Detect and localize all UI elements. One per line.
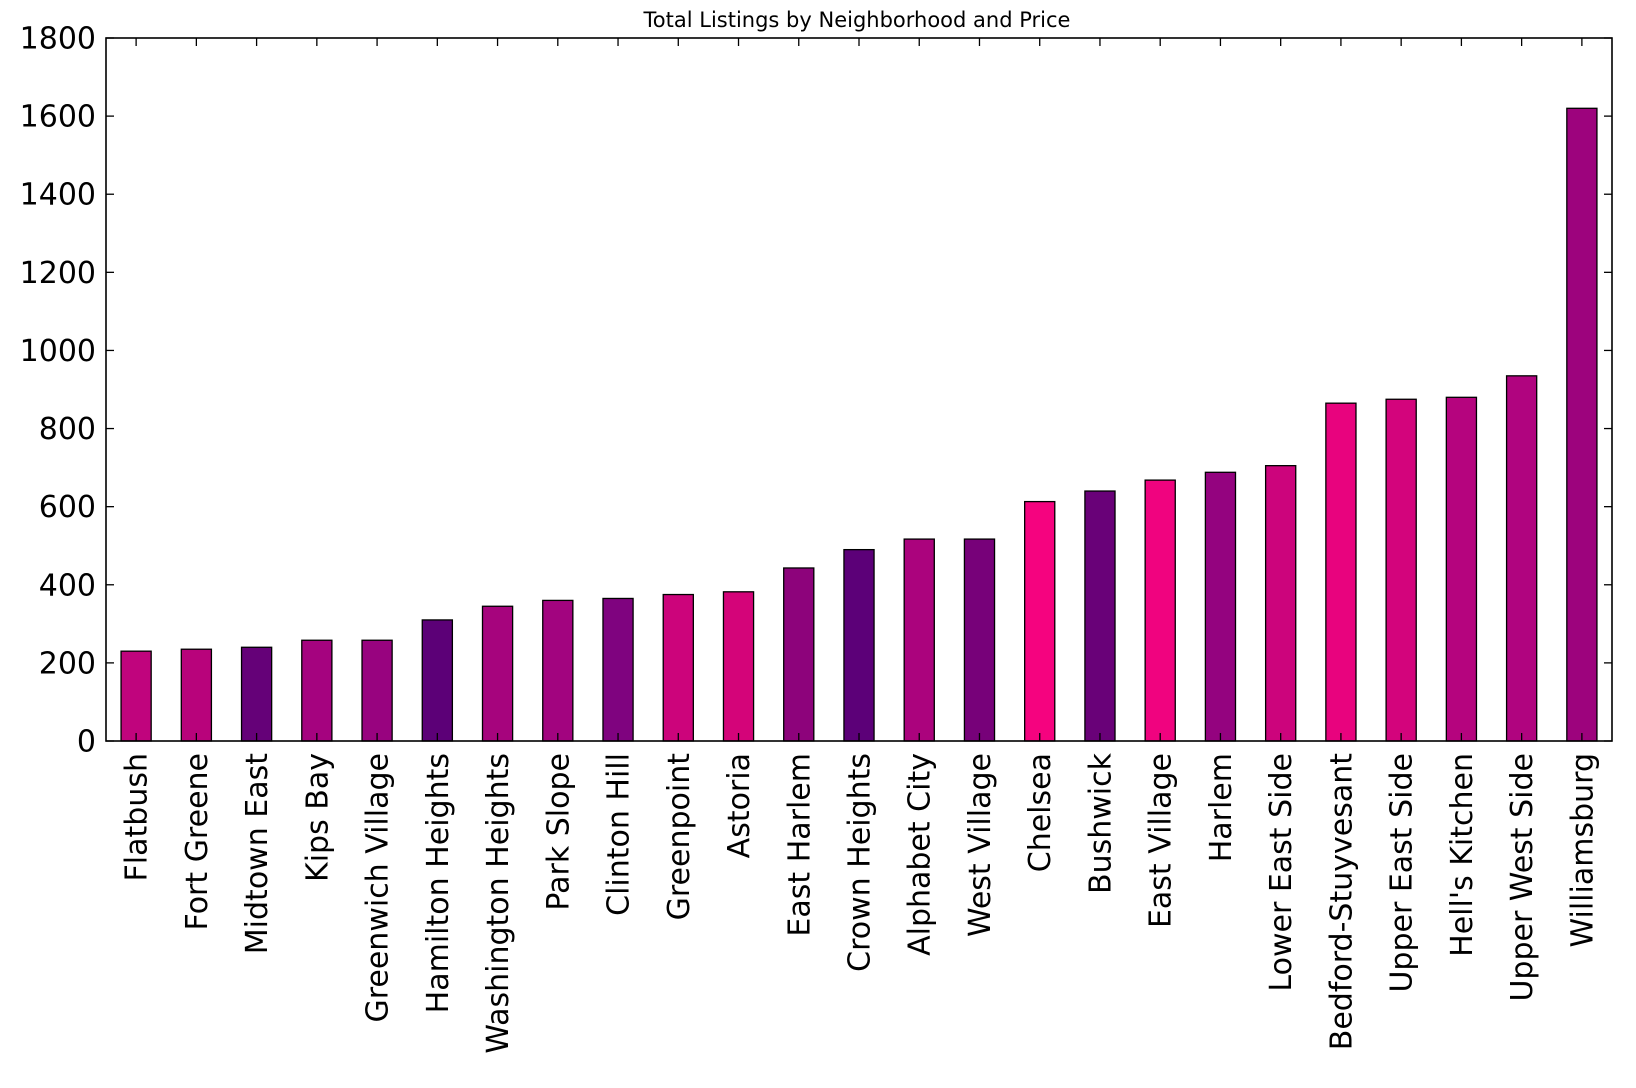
x-tick-label: Hell's Kitchen — [1445, 753, 1480, 957]
bar-4 — [361, 639, 393, 742]
x-tick-label: East Village — [1144, 753, 1179, 928]
bar-3 — [301, 639, 333, 742]
bar-18 — [1204, 471, 1237, 742]
y-tick-label: 1800 — [20, 22, 96, 57]
y-axis: 0 200 400 600 800 1000 1200 1400 1600 1800 — [20, 22, 1612, 760]
x-tick-label: Greenpoint — [662, 753, 697, 921]
x-tick-label: Kips Bay — [300, 753, 335, 882]
bar-23 — [1505, 375, 1538, 742]
bar-17 — [1144, 479, 1176, 742]
x-tick-label: Chelsea — [1023, 753, 1058, 872]
x-axis: Flatbush Fort Greene Midtown East Kips Bay G… — [120, 38, 1600, 1054]
bar-0 — [120, 650, 152, 742]
plot-frame — [105, 37, 1613, 742]
y-tick-label: 1000 — [20, 334, 96, 369]
x-tick-label: Fort Greene — [180, 753, 215, 930]
bar-22 — [1445, 396, 1478, 742]
x-tick-label: Greenwich Village — [361, 753, 396, 1023]
chart-title: Total Listings by Neighborhood and Price — [643, 8, 1071, 32]
x-tick-label: Upper East Side — [1385, 753, 1420, 993]
bar-8 — [602, 597, 634, 742]
bar-16 — [1084, 490, 1116, 742]
bar-1 — [180, 648, 213, 742]
bars-group — [120, 107, 1598, 742]
y-tick-label: 1400 — [20, 178, 96, 213]
x-tick-label: Hamilton Heights — [421, 753, 456, 1013]
y-tick-label: 800 — [39, 412, 96, 447]
x-tick-label: Flatbush — [120, 753, 155, 881]
x-tick-label: West Village — [963, 753, 998, 937]
bar-7 — [542, 599, 574, 742]
x-tick-label: Williamsburg — [1565, 753, 1600, 948]
bar-14 — [963, 538, 996, 742]
y-tick-label: 400 — [39, 568, 96, 603]
bar-5 — [421, 619, 454, 742]
x-tick-label: Bushwick — [1083, 752, 1118, 894]
x-tick-label: Upper West Side — [1505, 753, 1540, 1002]
x-tick-label: Park Slope — [541, 753, 576, 911]
x-tick-label: Lower East Side — [1264, 753, 1299, 992]
y-tick-label: 200 — [39, 646, 96, 681]
y-tick-label: 600 — [39, 490, 96, 525]
x-tick-label: Bedford-Stuyvesant — [1324, 753, 1359, 1050]
bar-19 — [1264, 465, 1297, 742]
bar-10 — [722, 591, 755, 742]
y-tick-label: 1200 — [20, 256, 96, 291]
x-tick-label: Alphabet City — [903, 753, 938, 956]
bar-11 — [783, 567, 815, 742]
bar-13 — [903, 538, 935, 742]
bar-2 — [240, 646, 273, 742]
x-tick-label: Astoria — [722, 753, 757, 858]
bar-15 — [1024, 500, 1056, 742]
x-tick-label: Harlem — [1204, 753, 1239, 862]
x-tick-label: Clinton Hill — [602, 753, 637, 916]
x-tick-label: East Harlem — [782, 753, 817, 937]
x-tick-label: Crown Heights — [843, 753, 878, 972]
y-tick-label: 1600 — [20, 100, 96, 135]
bar-21 — [1385, 398, 1417, 742]
bar-24 — [1566, 107, 1598, 742]
bar-12 — [843, 548, 875, 742]
bar-9 — [662, 593, 694, 742]
bar-20 — [1325, 402, 1357, 742]
y-tick-label: 0 — [77, 725, 96, 760]
x-tick-label: Midtown East — [240, 753, 275, 954]
bar-6 — [481, 605, 514, 742]
x-tick-label: Washington Heights — [481, 753, 516, 1054]
